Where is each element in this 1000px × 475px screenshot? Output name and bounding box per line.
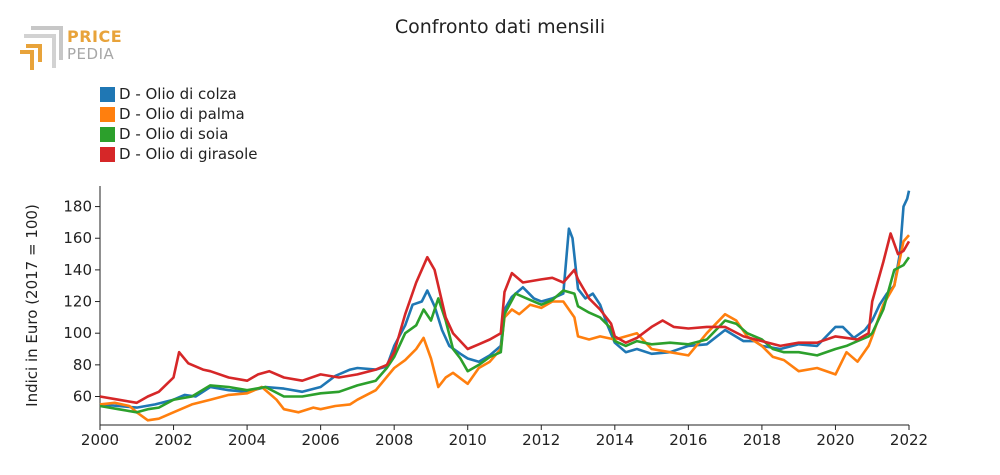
legend-item-2: D - Olio di palma [100,104,257,124]
legend-swatch [100,126,115,142]
y-tick-label: 120 [63,293,92,311]
x-tick-label: 2008 [375,431,413,449]
pricepedia-logo-mark [20,26,63,70]
logo-text-pedia: PEDIA [67,45,115,63]
logo-text-price: PRICE [67,27,123,46]
legend-label: D - Olio di colza [119,85,237,103]
x-tick-label: 2012 [522,431,560,449]
chart-title: Confronto dati mensili [394,16,606,38]
legend-item-4: D - Olio di girasole [100,144,257,164]
x-tick-label: 2004 [228,431,266,449]
pricepedia-logo: PRICE PEDIA [18,24,128,74]
legend-item-1: D - Olio di colza [100,84,257,104]
legend-label: D - Olio di soia [119,125,229,143]
series-line-4 [99,232,911,405]
x-tick-label: 2018 [743,431,781,449]
x-tick-label: 2010 [449,431,487,449]
x-tick-label: 2022 [890,431,928,449]
y-tick-label: 160 [63,229,92,247]
y-tick-label: 60 [73,388,92,406]
x-tick-label: 2014 [596,431,634,449]
legend-label: D - Olio di girasole [119,145,258,163]
series-line-3 [99,256,911,414]
legend-swatch [100,86,115,102]
x-tick-label: 2020 [816,431,854,449]
y-tick-label: 100 [63,324,92,342]
legend-swatch [100,146,115,162]
y-tick-label: 80 [73,356,92,374]
chart-legend: D - Olio di colza D - Olio di palma D - Ol… [100,84,257,164]
x-tick-label: 2000 [81,431,119,449]
y-tick-label: 140 [63,261,92,279]
legend-label: D - Olio di palma [119,105,245,123]
x-tick-label: 2006 [302,431,340,449]
y-tick-label: 180 [63,198,92,216]
series-line-2 [99,234,910,422]
legend-swatch [100,106,115,122]
legend-item-3: D - Olio di soia [100,124,257,144]
x-tick-label: 2002 [154,431,192,449]
y-axis-title: Indici in Euro (2017 = 100) [23,204,41,407]
x-tick-label: 2016 [669,431,707,449]
